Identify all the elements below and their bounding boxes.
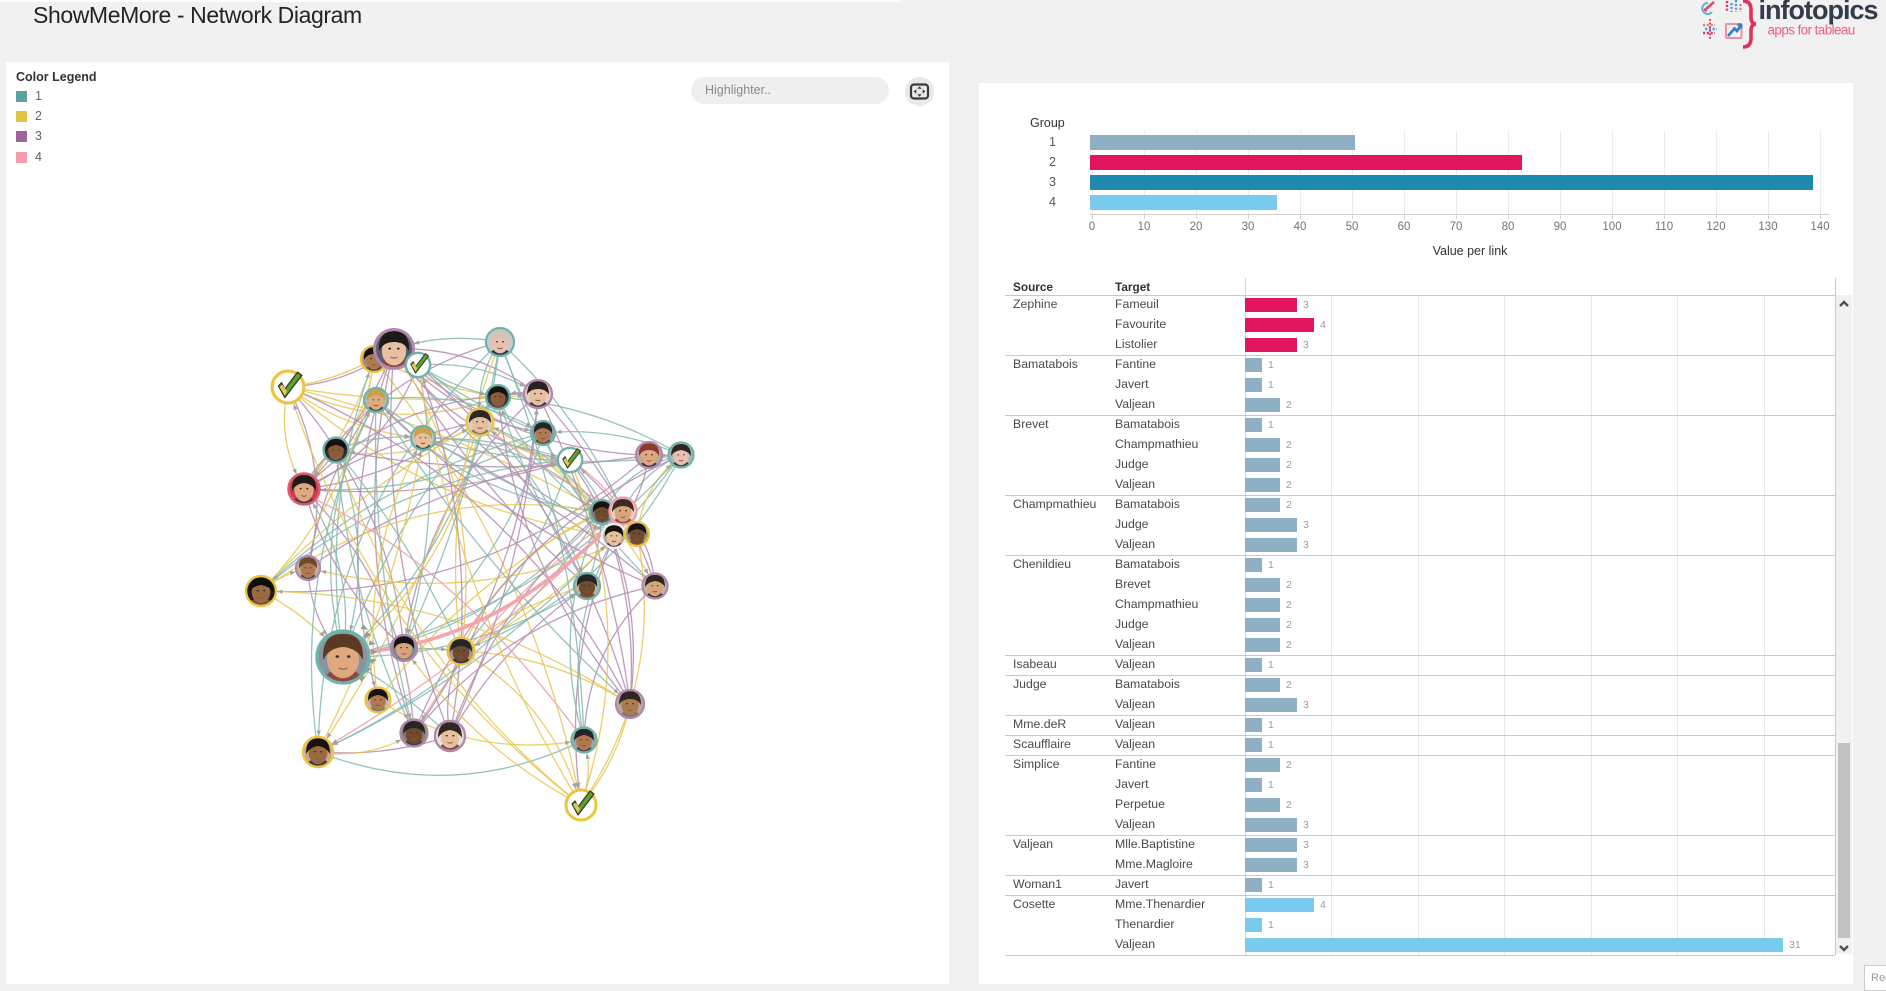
- svg-text:infotopics: infotopics: [1759, 0, 1878, 25]
- svg-text:apps for tableau: apps for tableau: [1768, 23, 1855, 38]
